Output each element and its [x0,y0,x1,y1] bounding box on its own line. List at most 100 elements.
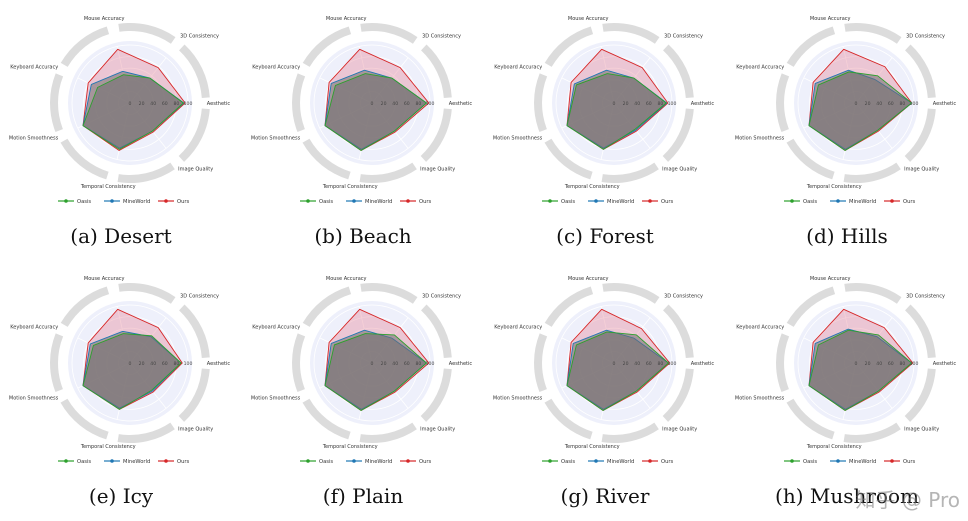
ring-segment [117,422,175,443]
ring-segment [844,283,902,304]
radial-tick-label: 40 [150,361,156,367]
radial-tick-label: 60 [888,101,894,107]
axis-label: Mouse Accuracy [810,276,851,282]
axis-label: Image Quality [178,166,213,172]
radial-tick-label: 100 [910,361,919,367]
axis-label: Aesthetic [691,101,715,107]
axis-label: Keyboard Accuracy [10,64,58,70]
axis-label: Keyboard Accuracy [252,324,300,330]
ring-segment [178,108,210,162]
ring-segment [786,398,835,440]
radar-chart: 0 20 40 60 80 100 Aesthetic Image Quality Tempor… [493,276,714,465]
axis-label: Keyboard Accuracy [252,64,300,70]
radial-tick-label: 100 [426,101,435,107]
axis-label: Keyboard Accuracy [736,64,784,70]
ring-segment [601,422,659,443]
radial-tick-label: 20 [865,101,871,107]
series-oasis-area [566,73,667,150]
axis-label: Mouse Accuracy [326,276,367,282]
axis-label: Motion Smoothness [493,396,543,402]
axis-label: Motion Smoothness [493,136,543,142]
legend-marker [790,199,794,203]
ring-segment [360,23,418,44]
legend-label: MineWorld [849,459,876,465]
radial-tick-label: 0 [129,361,132,367]
ring-segment [117,162,175,183]
axis-label: Mouse Accuracy [84,16,125,22]
radial-tick-label: 20 [139,361,145,367]
legend-marker [406,199,410,203]
legend-marker [548,459,552,463]
legend-marker [836,459,840,463]
legend-label: MineWorld [123,459,150,465]
ring-segment [178,304,210,359]
axis-label: 3D Consistency [422,294,461,300]
axis-label: 3D Consistency [664,34,703,40]
radial-tick-label: 80 [899,361,905,367]
radial-tick-label: 0 [129,101,132,107]
panel-caption: (e) Icy [88,484,154,508]
ring-segment [904,108,936,162]
ring-segment [904,304,936,359]
ring-segment [662,44,694,99]
legend-label: Oasis [803,459,817,465]
radar-panel: 0 20 40 60 80 100 Aesthetic Image Quality Tempor… [484,0,726,260]
axis-label: Image Quality [420,426,455,432]
legend-label: Oasis [77,199,91,205]
legend-marker [306,199,310,203]
radial-tick-label: 40 [392,361,398,367]
ring-segment [534,333,548,393]
axis-label: 3D Consistency [906,34,945,40]
axis-label: Keyboard Accuracy [494,64,542,70]
ring-segment [843,162,901,183]
axis-label: 3D Consistency [180,34,219,40]
axis-label: Temporal Consistency [322,184,378,190]
legend-marker [890,459,894,463]
radial-tick-label: 40 [876,361,882,367]
legend-label: Ours [903,459,916,465]
radial-tick-label: 60 [646,361,652,367]
series-oasis-area [324,333,428,412]
legend-label: Oasis [77,459,91,465]
radar-chart: 0 20 40 60 80 100 Aesthetic Image Quality Tempor… [251,276,472,465]
axis-label: Temporal Consistency [564,444,620,450]
ring-segment [602,283,660,304]
radar-panel: 0 20 40 60 80 100 Aesthetic Image Quality Tempor… [0,260,242,520]
ring-segment [50,333,64,393]
panel-caption: (c) Forest [556,224,654,248]
radar-chart: 0 20 40 60 80 100 Aesthetic Image Quality Tempor… [251,16,472,205]
ring-segment [786,138,835,180]
axis-label: Temporal Consistency [322,444,378,450]
panel-caption: (b) Beach [314,224,412,248]
legend-marker [64,459,68,463]
legend-marker [548,199,552,203]
series-oasis-area [808,329,913,412]
ring-segment [662,108,694,162]
radial-tick-label: 20 [381,361,387,367]
radial-tick-label: 100 [426,361,435,367]
axis-label: Image Quality [178,426,213,432]
radial-tick-label: 60 [162,101,168,107]
ring-segment [60,138,109,180]
radial-tick-label: 20 [381,101,387,107]
legend-label: MineWorld [607,459,634,465]
ring-segment [60,286,110,328]
ring-segment [420,368,452,422]
radial-tick-label: 60 [404,361,410,367]
legend-marker [790,459,794,463]
ring-segment [534,73,548,133]
radial-tick-label: 60 [646,101,652,107]
ring-segment [786,286,836,328]
radar-panel: 0 20 40 60 80 100 Aesthetic Image Quality Tempor… [484,260,726,520]
radial-tick-label: 0 [613,101,616,107]
radial-tick-label: 80 [657,361,663,367]
legend-label: MineWorld [849,199,876,205]
ring-segment [904,44,936,99]
ring-segment [50,73,64,133]
axis-label: Image Quality [420,166,455,172]
legend-marker [164,459,168,463]
legend-label: Ours [177,459,190,465]
legend-marker [594,459,598,463]
ring-segment [420,108,452,162]
axis-label: Mouse Accuracy [84,276,125,282]
